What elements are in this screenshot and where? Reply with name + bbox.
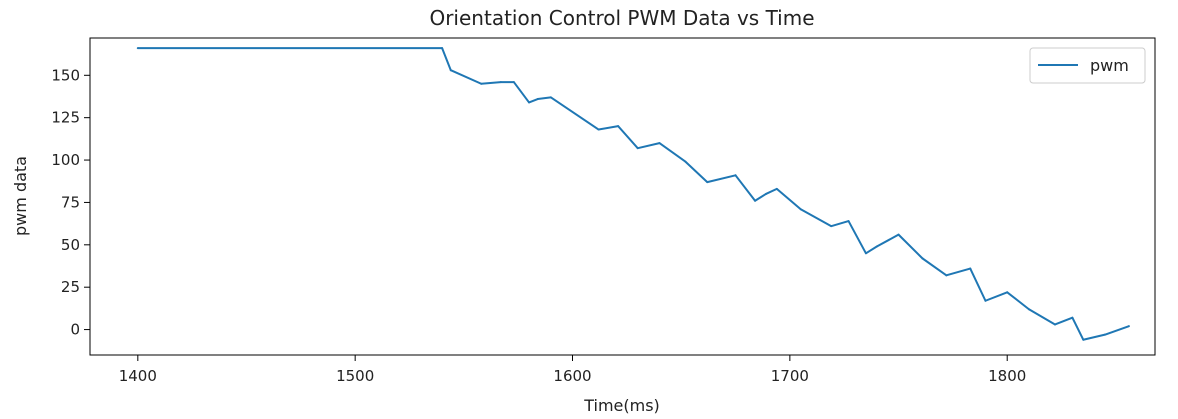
x-tick-label: 1600 bbox=[553, 367, 591, 385]
data-point-pwm bbox=[1006, 291, 1009, 294]
data-point-pwm bbox=[754, 199, 757, 202]
y-tick-label: 150 bbox=[51, 66, 80, 84]
data-point-pwm bbox=[1127, 325, 1130, 328]
data-point-pwm bbox=[847, 220, 850, 223]
data-point-pwm bbox=[984, 299, 987, 302]
data-point-pwm bbox=[512, 81, 515, 84]
plot-frame bbox=[89, 37, 1156, 356]
legend-label-pwm: pwm bbox=[1090, 56, 1129, 75]
data-point-pwm bbox=[1027, 308, 1030, 311]
data-point-pwm bbox=[499, 81, 502, 84]
y-tick-label: 0 bbox=[70, 321, 80, 339]
y-tick-label: 125 bbox=[51, 109, 80, 127]
legend-box bbox=[1029, 47, 1146, 84]
y-axis-ticks: 0 25 50 75 100 125 150 bbox=[51, 66, 90, 339]
data-point-pwm bbox=[921, 257, 924, 260]
data-point-pwm bbox=[636, 147, 639, 150]
y-tick-label: 25 bbox=[61, 278, 80, 296]
data-point-pwm bbox=[799, 208, 802, 211]
data-point-pwm bbox=[617, 125, 620, 128]
data-point-pwm bbox=[945, 274, 948, 277]
data-point-pwm bbox=[897, 233, 900, 236]
x-tick-label: 1400 bbox=[119, 367, 157, 385]
data-point-pwm bbox=[764, 192, 767, 195]
data-point-pwm bbox=[684, 160, 687, 163]
data-point-pwm bbox=[1071, 316, 1074, 319]
data-point-pwm bbox=[1104, 333, 1107, 336]
data-point-pwm bbox=[969, 267, 972, 270]
data-point-pwm bbox=[549, 96, 552, 99]
x-axis-label: Time(ms) bbox=[583, 396, 660, 415]
y-tick-label: 50 bbox=[61, 236, 80, 254]
x-axis-ticks: 1400 1500 1600 1700 1800 bbox=[119, 355, 1026, 385]
data-point-pwm bbox=[1082, 338, 1085, 341]
data-point-pwm bbox=[734, 174, 737, 177]
data-point-pwm bbox=[830, 225, 833, 228]
x-tick-label: 1500 bbox=[336, 367, 374, 385]
data-point-pwm bbox=[597, 128, 600, 131]
legend: pwm bbox=[1029, 47, 1146, 84]
x-tick-label: 1800 bbox=[988, 367, 1026, 385]
chart-title: Orientation Control PWM Data vs Time bbox=[429, 6, 814, 30]
y-tick-label: 75 bbox=[61, 193, 80, 211]
series-line-pwm bbox=[137, 47, 1130, 341]
plot-lines bbox=[136, 47, 1130, 341]
y-tick-label: 100 bbox=[51, 151, 80, 169]
data-point-pwm bbox=[775, 187, 778, 190]
data-point-pwm bbox=[864, 252, 867, 255]
data-point-pwm bbox=[706, 181, 709, 184]
data-point-pwm bbox=[536, 98, 539, 101]
data-point-pwm bbox=[136, 47, 139, 50]
x-tick-label: 1700 bbox=[771, 367, 809, 385]
data-point-pwm bbox=[441, 47, 444, 50]
data-point-pwm bbox=[875, 245, 878, 248]
data-point-pwm bbox=[658, 142, 661, 145]
data-point-pwm bbox=[449, 69, 452, 72]
data-point-pwm bbox=[1054, 323, 1057, 326]
data-point-pwm bbox=[480, 82, 483, 85]
y-axis-label: pwm data bbox=[11, 156, 30, 236]
data-point-pwm bbox=[528, 101, 531, 104]
